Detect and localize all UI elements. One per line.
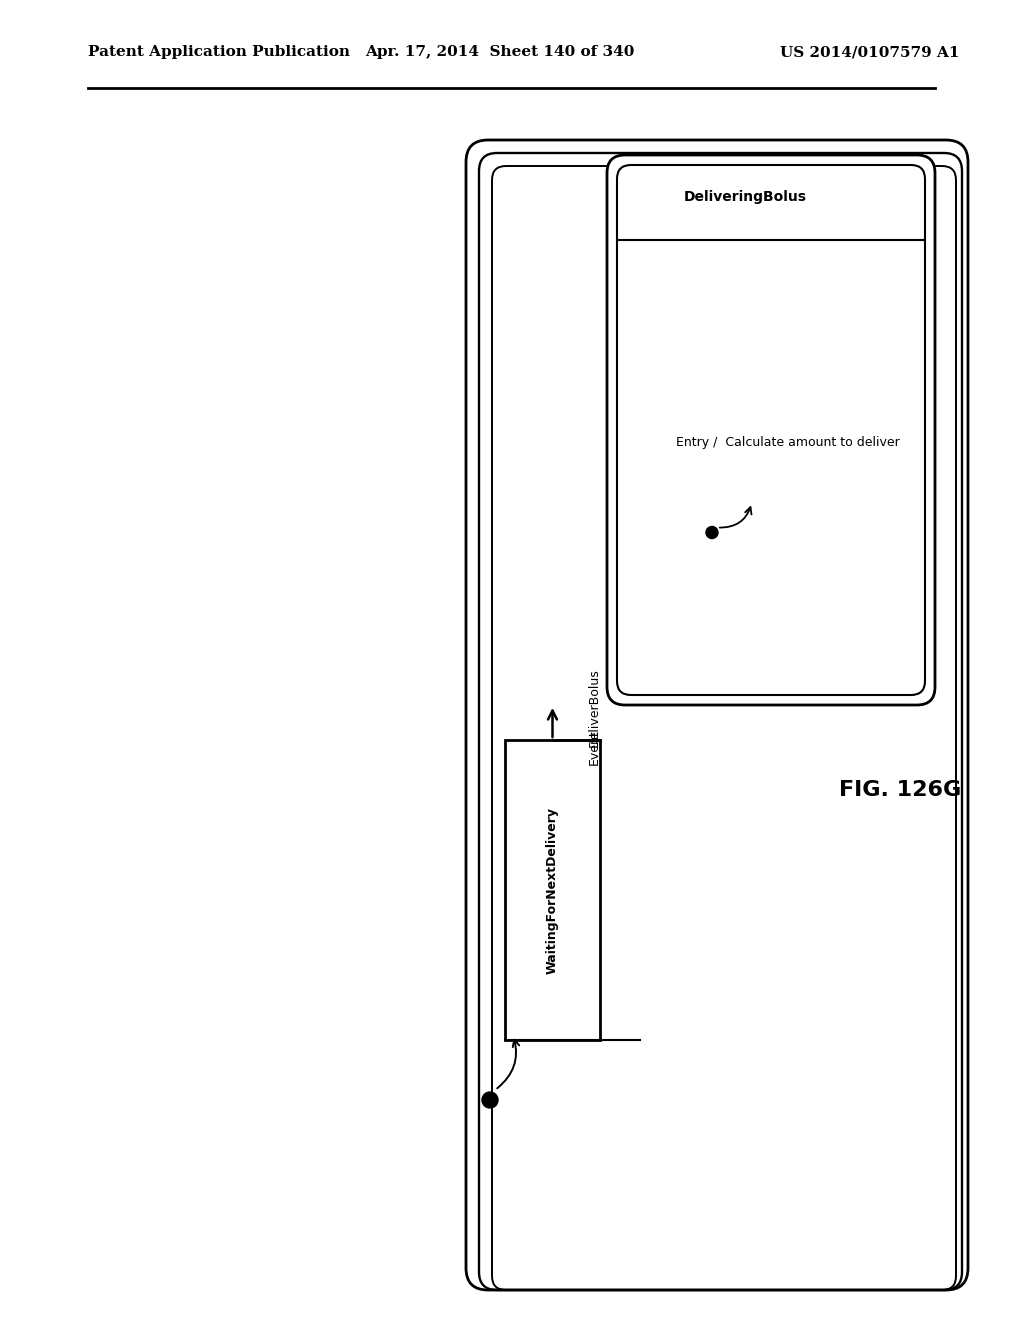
Circle shape bbox=[482, 1092, 498, 1107]
Text: DeliverBolus: DeliverBolus bbox=[588, 668, 600, 747]
Text: Patent Application Publication: Patent Application Publication bbox=[88, 45, 350, 59]
Text: WaitingForNextDelivery: WaitingForNextDelivery bbox=[546, 807, 559, 974]
Text: FIG. 126G: FIG. 126G bbox=[839, 780, 962, 800]
Text: Apr. 17, 2014  Sheet 140 of 340: Apr. 17, 2014 Sheet 140 of 340 bbox=[365, 45, 635, 59]
Circle shape bbox=[706, 527, 718, 539]
Text: Entry /  Calculate amount to deliver: Entry / Calculate amount to deliver bbox=[676, 436, 899, 449]
Text: Event: Event bbox=[588, 730, 600, 766]
FancyBboxPatch shape bbox=[607, 154, 935, 705]
Bar bbox=[505, 741, 600, 1040]
Text: US 2014/0107579 A1: US 2014/0107579 A1 bbox=[780, 45, 961, 59]
Text: DeliveringBolus: DeliveringBolus bbox=[683, 190, 806, 205]
